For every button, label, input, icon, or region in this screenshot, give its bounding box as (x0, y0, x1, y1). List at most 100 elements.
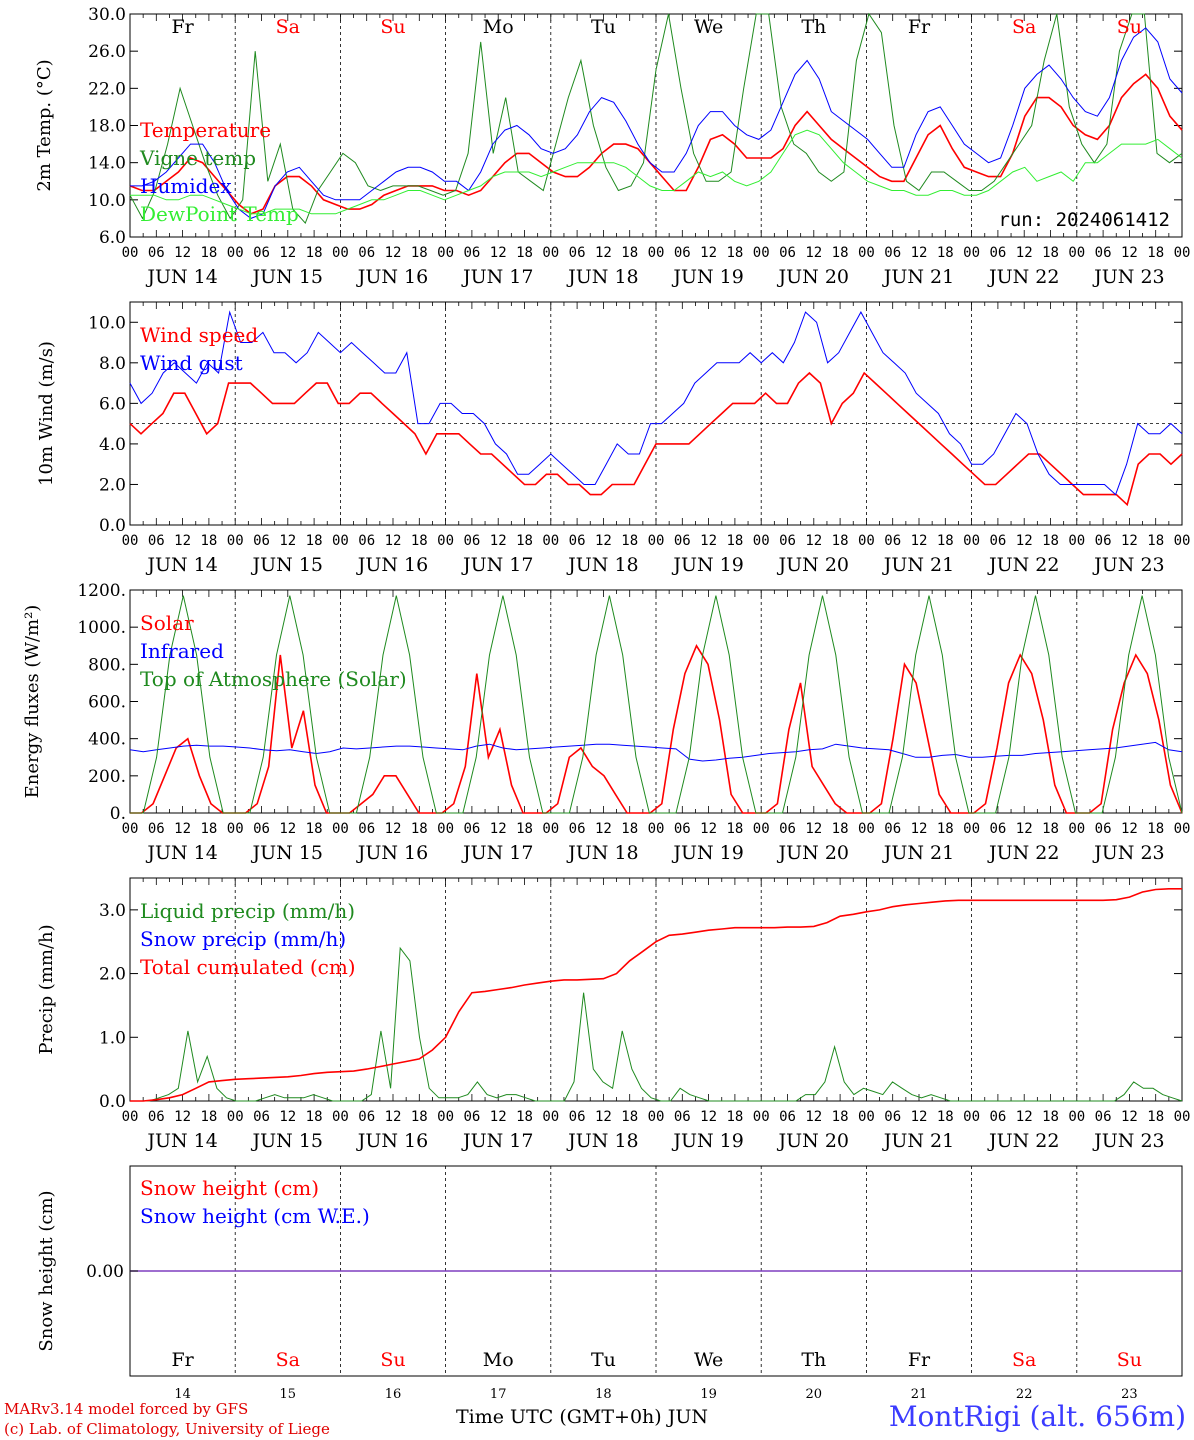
hour-tick-label: 12 (700, 245, 717, 261)
hour-tick-label: 06 (779, 821, 796, 837)
station-name: MontRigi (alt. 656m) (888, 1400, 1186, 1433)
hour-tick-label: 18 (726, 533, 743, 549)
y-tick-label: 1200. (77, 581, 126, 601)
weekday-label: Fr (908, 1349, 931, 1371)
hour-tick-label: 06 (358, 245, 375, 261)
hour-tick-label: 00 (1068, 245, 1085, 261)
weekday-label: Fr (171, 16, 194, 38)
hour-tick-label: 18 (1042, 821, 1059, 837)
series-line (129, 371, 1183, 507)
hour-tick-label: 18 (726, 1109, 743, 1125)
hour-tick-label: 18 (1147, 533, 1164, 549)
weekday-label: Sa (1012, 1349, 1036, 1371)
legend-entry: Infrared (140, 639, 224, 663)
hour-tick-label: 18 (306, 533, 323, 549)
y-tick-label: 1000. (77, 618, 126, 638)
hour-tick-label: 12 (805, 533, 822, 549)
hour-tick-label: 00 (1174, 821, 1191, 837)
hour-tick-label: 18 (306, 1109, 323, 1125)
hour-tick-label: 00 (437, 245, 454, 261)
legend-entry: Top of Atmosphere (Solar) (140, 667, 407, 691)
hour-tick-label: 12 (490, 245, 507, 261)
hour-tick-label: 12 (595, 821, 612, 837)
hour-tick-label: 12 (805, 245, 822, 261)
hour-tick-label: 06 (148, 1109, 165, 1125)
legend-entry: Humidex (140, 174, 232, 198)
hour-tick-label: 00 (1174, 1109, 1191, 1125)
hour-tick-label: 06 (253, 533, 270, 549)
hour-tick-label: 06 (253, 245, 270, 261)
legend-entry: Snow precip (mm/h) (140, 927, 346, 951)
series-line (130, 887, 1182, 1102)
hour-tick-label: 18 (832, 533, 849, 549)
y-axis-label: Precip (mm/h) (36, 924, 57, 1054)
hour-tick-label: 12 (385, 821, 402, 837)
hour-tick-label: 18 (200, 245, 217, 261)
series-line (129, 73, 1183, 215)
hour-tick-label: 12 (911, 245, 928, 261)
date-label: JUN 23 (1092, 554, 1164, 576)
hour-tick-label: 00 (122, 821, 139, 837)
legend-entry: DewPoint Temp (140, 202, 299, 226)
date-label: JUN 22 (987, 842, 1059, 864)
day-number: 23 (1121, 1387, 1138, 1402)
hour-tick-label: 18 (832, 821, 849, 837)
weekday-label: Sa (1012, 16, 1036, 38)
hour-tick-label: 12 (805, 1109, 822, 1125)
hour-tick-label: 00 (227, 245, 244, 261)
hour-tick-label: 12 (1016, 245, 1033, 261)
legend-entry: Total cumulated (cm) (140, 955, 356, 979)
hour-tick-label: 00 (963, 821, 980, 837)
y-axis-label: 2m Temp. (°C) (34, 59, 55, 191)
date-label: JUN 22 (987, 1130, 1059, 1152)
hour-tick-label: 12 (700, 821, 717, 837)
hour-tick-label: 06 (1095, 821, 1112, 837)
hour-tick-label: 00 (122, 245, 139, 261)
legend-entry: Vigne temp (139, 146, 256, 170)
hour-tick-label: 00 (753, 1109, 770, 1125)
date-label: JUN 21 (882, 554, 954, 576)
y-axis-label: Snow height (cm) (36, 1190, 57, 1351)
weekday-label: Sa (276, 1349, 300, 1371)
weekday-label: Su (1117, 1349, 1142, 1371)
hour-tick-label: 06 (779, 533, 796, 549)
hour-tick-label: 00 (542, 245, 559, 261)
hour-tick-label: 12 (490, 533, 507, 549)
hour-tick-label: 12 (385, 533, 402, 549)
y-tick-label: 8.0 (99, 354, 126, 374)
hour-tick-label: 06 (148, 533, 165, 549)
hour-tick-label: 00 (648, 1109, 665, 1125)
legend-entry: Snow height (cm) (140, 1176, 319, 1200)
hour-tick-label: 12 (1121, 533, 1138, 549)
date-label: JUN 20 (777, 266, 849, 288)
hour-tick-label: 06 (1095, 533, 1112, 549)
weekday-label: Th (801, 16, 826, 38)
date-label: JUN 17 (461, 554, 533, 576)
hour-tick-label: 06 (569, 533, 586, 549)
day-number: 21 (911, 1387, 928, 1402)
date-label: JUN 14 (145, 554, 217, 576)
date-label: JUN 15 (251, 1130, 323, 1152)
hour-tick-label: 00 (1068, 533, 1085, 549)
weekday-label: Fr (908, 16, 931, 38)
date-label: JUN 21 (882, 842, 954, 864)
date-label: JUN 15 (251, 554, 323, 576)
weekday-label: Sa (276, 16, 300, 38)
date-label: JUN 17 (461, 1130, 533, 1152)
date-label: JUN 16 (356, 266, 428, 288)
date-label: JUN 15 (251, 842, 323, 864)
y-tick-label: 0.0 (99, 1092, 126, 1112)
date-label: JUN 21 (882, 1130, 954, 1152)
hour-tick-label: 06 (569, 821, 586, 837)
date-label: JUN 16 (356, 554, 428, 576)
y-tick-label: 0.0 (99, 516, 126, 536)
hour-tick-label: 12 (1121, 821, 1138, 837)
hour-tick-label: 18 (1042, 533, 1059, 549)
hour-tick-label: 12 (1016, 821, 1033, 837)
weekday-label: Tu (591, 16, 616, 38)
legend-entry: Wind speed (140, 323, 258, 347)
legend-entry: Solar (140, 611, 194, 635)
legend-entry: Temperature (140, 118, 271, 142)
time-axis-title: Time UTC (GMT+0h) JUN (456, 1406, 708, 1428)
date-label: JUN 22 (987, 554, 1059, 576)
